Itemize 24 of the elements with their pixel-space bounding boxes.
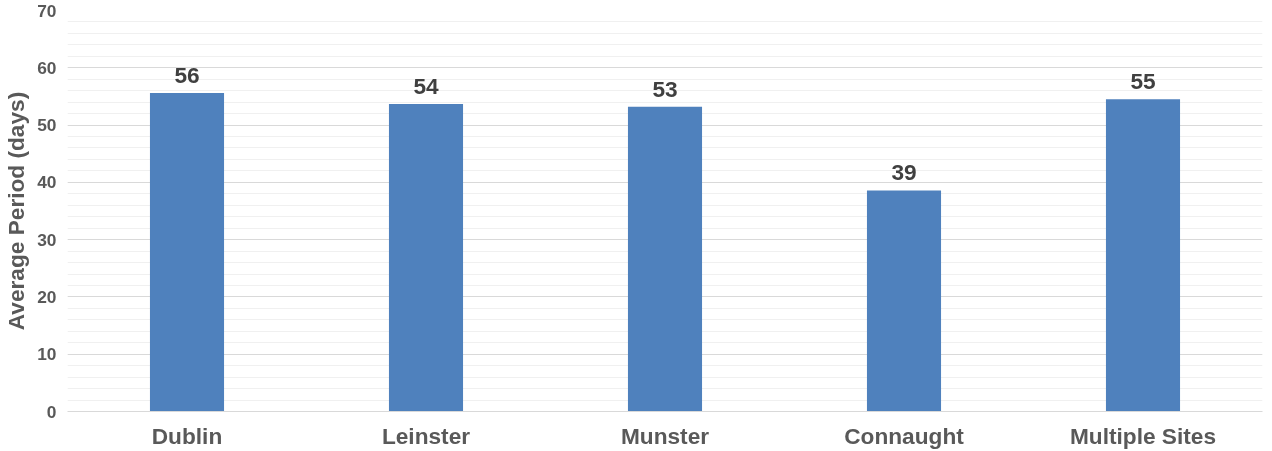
data-label: 53 bbox=[652, 75, 678, 102]
bar bbox=[388, 103, 464, 412]
x-tick-label: Multiple Sites bbox=[1069, 422, 1217, 449]
data-label: 55 bbox=[1130, 68, 1156, 95]
bar bbox=[866, 190, 942, 412]
y-tick-label: 60 bbox=[37, 57, 57, 78]
x-tick-label: Munster bbox=[620, 422, 710, 449]
data-label: 39 bbox=[891, 159, 917, 186]
y-tick-label: 70 bbox=[37, 0, 57, 21]
bar bbox=[149, 92, 225, 412]
y-tick-label: 20 bbox=[37, 286, 57, 307]
y-tick-label: 10 bbox=[37, 344, 57, 365]
y-axis-title: Average Period (days) bbox=[3, 91, 30, 331]
y-tick-label: 30 bbox=[37, 229, 57, 250]
y-tick-label: 0 bbox=[46, 401, 57, 422]
data-label: 54 bbox=[413, 72, 439, 99]
x-tick-label: Connaught bbox=[844, 422, 965, 449]
x-tick-label: Dublin bbox=[151, 422, 223, 449]
x-tick-label: Leinster bbox=[381, 422, 471, 449]
bar bbox=[1105, 99, 1181, 412]
y-tick-label: 40 bbox=[37, 172, 57, 193]
y-tick-label: 50 bbox=[37, 115, 57, 136]
data-label: 56 bbox=[174, 61, 200, 88]
bar bbox=[627, 106, 703, 412]
